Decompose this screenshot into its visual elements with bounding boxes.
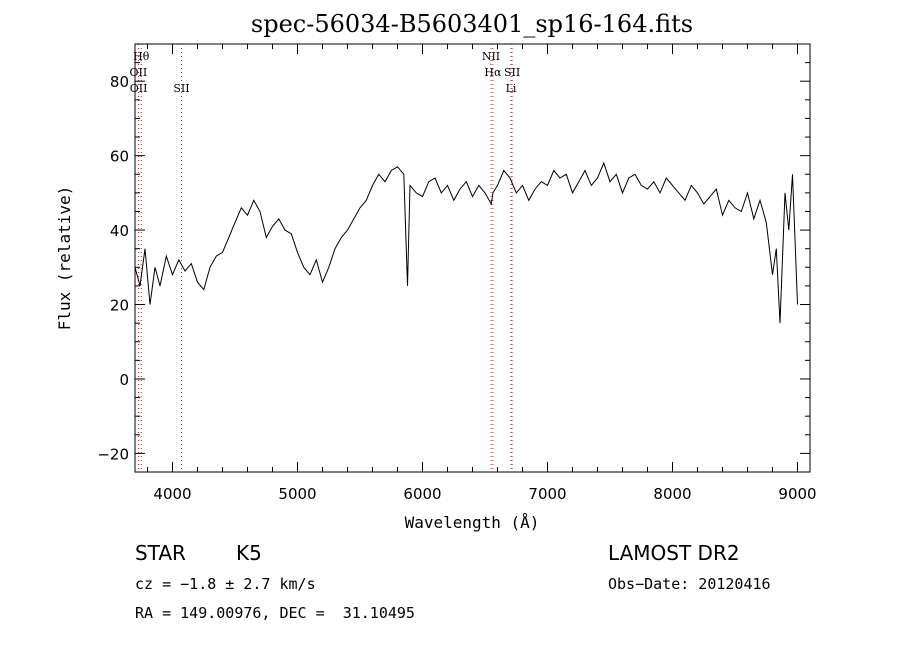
line-marker-label: NII xyxy=(482,50,500,63)
coordinates-text: RA = 149.00976, DEC = 31.10495 xyxy=(135,604,415,622)
line-marker-label: Hα xyxy=(484,66,502,79)
chart-title: spec-56034-B5603401_sp16-164.fits xyxy=(251,10,693,38)
line-marker-label: SII xyxy=(504,66,520,79)
x-tick-label: 8000 xyxy=(653,485,691,503)
object-class: STAR xyxy=(135,541,186,565)
spectrum-line xyxy=(134,161,798,324)
survey-label: LAMOST DR2 xyxy=(608,541,740,565)
y-axis-label: Flux (relative) xyxy=(55,186,74,331)
y-tick-label: 80 xyxy=(110,73,129,91)
axis-ticks: 4000 5000 6000 7000 8000 9000 −20 0 20 40 60 80 xyxy=(97,43,817,503)
plot-frame xyxy=(134,43,811,473)
x-tick-label: 9000 xyxy=(778,485,816,503)
y-tick-label: 20 xyxy=(110,297,129,315)
x-tick-label: 6000 xyxy=(403,485,441,503)
x-axis-label: Wavelength (Å) xyxy=(405,513,540,532)
line-marker-label: SII xyxy=(173,82,189,95)
line-marker-label: Li xyxy=(506,82,517,95)
obs-date-text: Obs−Date: 20120416 xyxy=(608,575,771,593)
x-tick-label: 7000 xyxy=(528,485,566,503)
line-marker-label: Hθ xyxy=(133,50,150,63)
y-tick-label: 0 xyxy=(119,371,129,389)
y-tick-label: 40 xyxy=(110,222,129,240)
x-tick-label: 4000 xyxy=(153,485,191,503)
line-marker-label: OII xyxy=(130,82,148,95)
redshift-text: cz = −1.8 ± 2.7 km/s xyxy=(135,575,316,593)
x-tick-label: 5000 xyxy=(278,485,316,503)
y-tick-label: 60 xyxy=(110,148,129,166)
y-tick-label: −20 xyxy=(97,445,129,463)
object-subclass: K5 xyxy=(236,541,262,565)
